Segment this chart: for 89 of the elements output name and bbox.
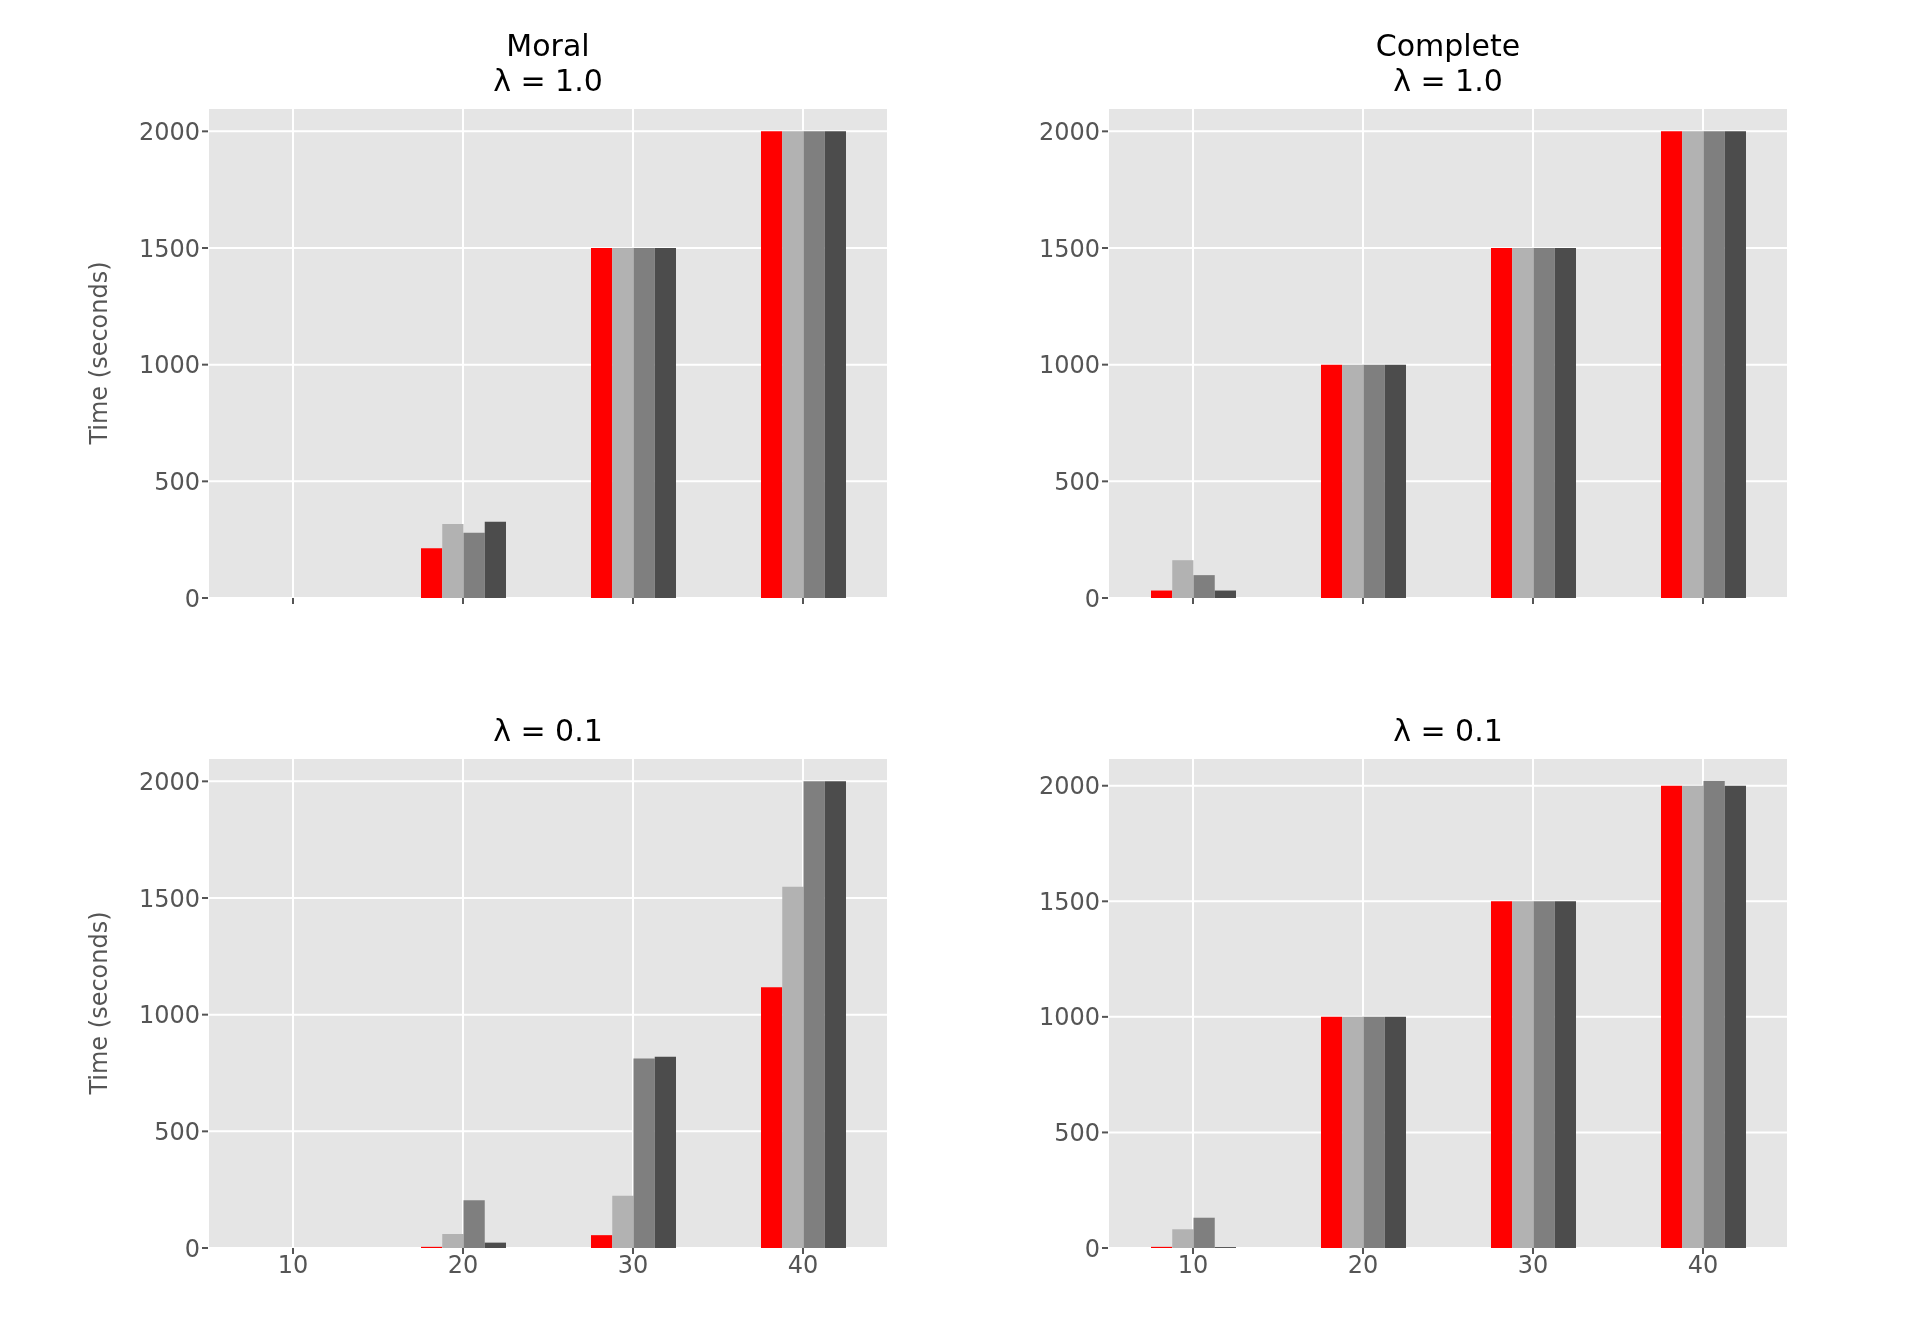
bar (1172, 1229, 1194, 1248)
y-tick-label: 500 (1054, 1118, 1100, 1147)
y-axis-title: Time (seconds) (84, 911, 113, 1096)
bar (1363, 1016, 1385, 1248)
chart-title: λ = 0.1 (493, 713, 603, 748)
y-tick-label: 1500 (138, 884, 200, 913)
y-tick-label: 0 (184, 584, 200, 613)
x-tick-label: 10 (1177, 1251, 1209, 1280)
bar (1703, 781, 1725, 1248)
chart-subtitle: λ = 1.0 (493, 63, 603, 98)
bar (484, 1242, 506, 1248)
y-tick-label: 1500 (138, 234, 200, 263)
bar (463, 1200, 485, 1248)
bar (633, 1058, 655, 1248)
x-tick-label: 10 (277, 1251, 309, 1280)
bar (1193, 575, 1215, 598)
bar (1193, 1217, 1215, 1248)
chart-subtitle: λ = 1.0 (1393, 63, 1503, 98)
bar (442, 1234, 464, 1248)
bar (1533, 901, 1555, 1248)
y-tick-label: 0 (1084, 1234, 1100, 1263)
bar (824, 131, 846, 598)
y-tick-label: 500 (1054, 467, 1100, 496)
bar (761, 131, 783, 598)
bar (803, 781, 825, 1248)
y-tick-label: 1000 (1038, 1003, 1100, 1032)
bar (1321, 364, 1343, 598)
bar (1363, 364, 1385, 598)
x-tick-label: 30 (1517, 1251, 1549, 1280)
x-tick-label: 20 (447, 1251, 479, 1280)
y-tick-label: 1000 (138, 1001, 200, 1030)
bar (1533, 248, 1555, 598)
bar (654, 1056, 676, 1248)
bar (1151, 590, 1173, 598)
bar (421, 548, 443, 598)
bar (1661, 785, 1683, 1248)
bar (1214, 590, 1236, 598)
bar (1554, 248, 1576, 598)
bar (591, 248, 613, 598)
x-tick-label: 40 (787, 1251, 819, 1280)
bar (1512, 901, 1534, 1248)
bar (442, 524, 464, 598)
y-tick-label: 1500 (1038, 887, 1100, 916)
chart-title: Moral (506, 28, 590, 63)
bar (1682, 131, 1704, 598)
y-tick-label: 1000 (138, 351, 200, 380)
bar (1491, 248, 1513, 598)
x-tick-label: 40 (1687, 1251, 1719, 1280)
y-tick-label: 2000 (138, 767, 200, 796)
y-tick-label: 1500 (1038, 234, 1100, 263)
chart-title: λ = 0.1 (1393, 713, 1503, 748)
bar (484, 521, 506, 598)
y-tick-label: 500 (154, 467, 200, 496)
bar (463, 532, 485, 598)
bar (1384, 1016, 1406, 1248)
bar (654, 248, 676, 598)
bar (782, 886, 804, 1248)
y-tick-label: 1000 (1038, 351, 1100, 380)
bar (1703, 131, 1725, 598)
bar (1172, 560, 1194, 598)
y-tick-label: 2000 (138, 117, 200, 146)
y-tick-label: 0 (1084, 584, 1100, 613)
bar (1491, 901, 1513, 1248)
bar (1724, 131, 1746, 598)
x-tick-label: 20 (1347, 1251, 1379, 1280)
bar (612, 1195, 634, 1248)
bar (1342, 1016, 1364, 1248)
y-axis-title: Time (seconds) (84, 261, 113, 446)
bar (1661, 131, 1683, 598)
bar (1384, 364, 1406, 598)
bar (782, 131, 804, 598)
bar (803, 131, 825, 598)
bar (824, 781, 846, 1248)
bar (1554, 901, 1576, 1248)
y-tick-label: 500 (154, 1117, 200, 1146)
bar (1342, 364, 1364, 598)
y-tick-label: 2000 (1038, 117, 1100, 146)
chart-title: Complete (1375, 28, 1521, 63)
bar (1512, 248, 1534, 598)
bar (633, 248, 655, 598)
bar (612, 248, 634, 598)
bar (1724, 785, 1746, 1248)
x-tick-label: 30 (617, 1251, 649, 1280)
y-tick-label: 2000 (1038, 772, 1100, 801)
bar (761, 987, 783, 1248)
y-tick-label: 0 (184, 1234, 200, 1263)
bar (591, 1235, 613, 1248)
bar (1321, 1016, 1343, 1248)
bar (1682, 785, 1704, 1248)
